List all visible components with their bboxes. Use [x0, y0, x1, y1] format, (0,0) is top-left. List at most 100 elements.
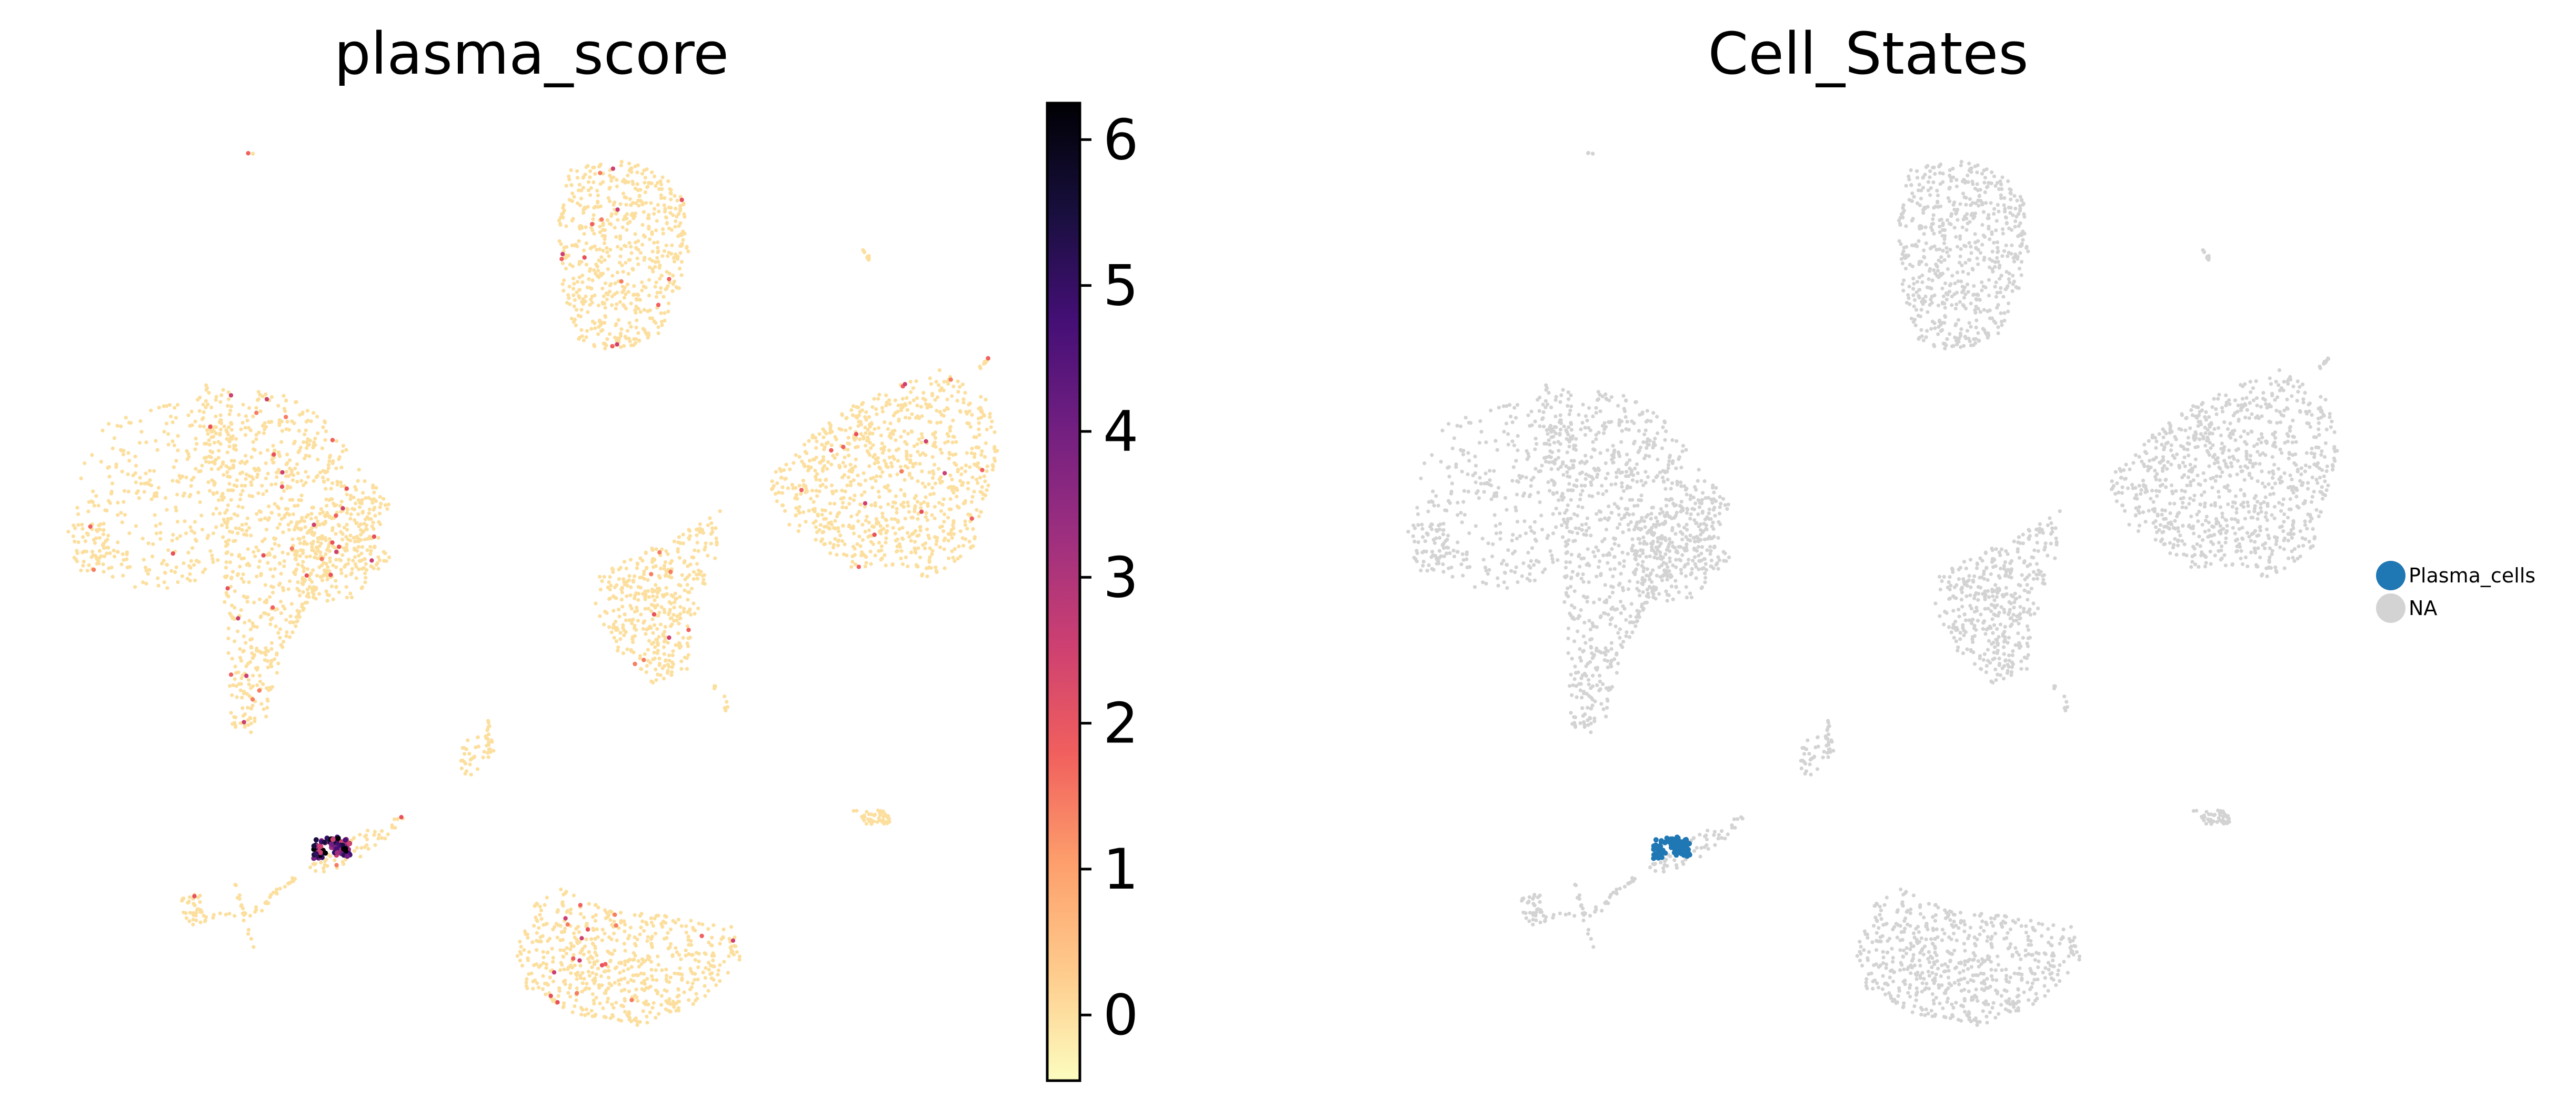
- cell-point: [678, 605, 683, 609]
- cell-point: [292, 620, 296, 624]
- cell-point: [633, 574, 637, 578]
- cell-point: [584, 225, 588, 229]
- cell-point: [846, 475, 850, 479]
- cell-point: [668, 927, 673, 932]
- cell-point: [464, 747, 469, 751]
- cell-point: [535, 948, 539, 952]
- cell-point: [676, 918, 680, 922]
- cell-point: [686, 249, 690, 254]
- cell-point: [655, 595, 659, 599]
- cell-point: [254, 437, 258, 441]
- cell-point: [293, 552, 297, 557]
- cell-point: [640, 172, 645, 176]
- cell-point: [253, 719, 257, 723]
- cell-point: [217, 449, 221, 453]
- cell-point: [575, 938, 579, 942]
- cell-point: [1566, 390, 1570, 395]
- cell-point: [309, 419, 313, 424]
- cell-point: [878, 813, 883, 817]
- cell-point: [648, 1010, 652, 1014]
- cell-point: [873, 427, 877, 431]
- cell-point: [910, 532, 914, 537]
- cell-point: [632, 626, 637, 630]
- cell-point: [579, 259, 584, 264]
- cell-point: [594, 601, 598, 606]
- high-score-point: [872, 532, 877, 537]
- cell-point: [677, 953, 681, 957]
- cell-point: [656, 260, 660, 264]
- cell-point: [977, 446, 981, 450]
- cell-point: [1537, 469, 1541, 474]
- cell-point: [530, 940, 535, 944]
- cell-point: [642, 972, 646, 976]
- cell-point: [247, 526, 251, 530]
- cell-point: [597, 165, 602, 169]
- cell-point: [114, 465, 118, 469]
- cell-point: [677, 212, 681, 216]
- cell-point: [240, 696, 244, 700]
- cell-point: [993, 445, 997, 449]
- cell-point: [989, 425, 993, 429]
- cell-point: [851, 545, 856, 549]
- cell-point: [843, 455, 847, 459]
- cell-point: [176, 448, 180, 452]
- cell-point: [269, 482, 274, 487]
- cell-point: [942, 538, 946, 542]
- cell-point: [916, 479, 920, 484]
- cell-point: [650, 548, 655, 552]
- high-score-point: [579, 936, 584, 941]
- cell-point: [286, 484, 290, 488]
- cell-point: [600, 983, 604, 988]
- cell-point: [94, 494, 98, 498]
- cell-point: [284, 427, 288, 431]
- cell-point: [146, 541, 151, 546]
- cell-point: [686, 934, 690, 939]
- cell-point: [520, 963, 525, 968]
- cell-point: [888, 421, 893, 426]
- cell-point: [974, 435, 978, 439]
- cell-point: [603, 991, 607, 995]
- cell-point: [322, 480, 326, 484]
- cell-point: [250, 494, 255, 499]
- cell-point: [665, 221, 669, 226]
- cell-point: [1460, 469, 1464, 474]
- cell-point: [921, 397, 926, 401]
- cell-point: [304, 428, 308, 432]
- cell-point: [144, 568, 148, 573]
- cell-point: [323, 438, 327, 442]
- cell-point: [301, 560, 305, 564]
- cell-point: [344, 448, 348, 452]
- cell-point: [1474, 480, 1478, 485]
- cell-point: [681, 610, 686, 614]
- cell-point: [213, 458, 217, 462]
- cell-point: [251, 684, 255, 688]
- cell-point: [305, 588, 309, 592]
- cell-point: [818, 478, 822, 482]
- cell-point: [817, 432, 821, 436]
- cell-point: [345, 492, 349, 497]
- cell-point: [593, 172, 597, 176]
- cell-point: [358, 854, 363, 859]
- cell-point: [675, 286, 679, 290]
- cell-point: [354, 576, 358, 580]
- cell-point: [653, 589, 657, 593]
- cell-point: [623, 195, 627, 199]
- cell-point: [889, 436, 893, 440]
- cell-point: [370, 486, 375, 490]
- cell-point: [1597, 565, 1601, 569]
- cell-point: [598, 247, 602, 251]
- cell-point: [626, 1014, 630, 1019]
- cell-point: [198, 396, 202, 400]
- cell-point: [691, 570, 696, 574]
- cell-point: [612, 1005, 616, 1010]
- cell-point: [233, 639, 237, 643]
- cell-point: [373, 513, 377, 518]
- cell-point: [339, 558, 343, 562]
- cell-point: [709, 976, 714, 980]
- cell-point: [239, 903, 244, 907]
- cell-point: [1550, 557, 1555, 561]
- cell-point: [1606, 612, 1610, 617]
- cell-point: [228, 408, 233, 412]
- cell-point: [301, 551, 305, 556]
- cell-point: [784, 462, 788, 467]
